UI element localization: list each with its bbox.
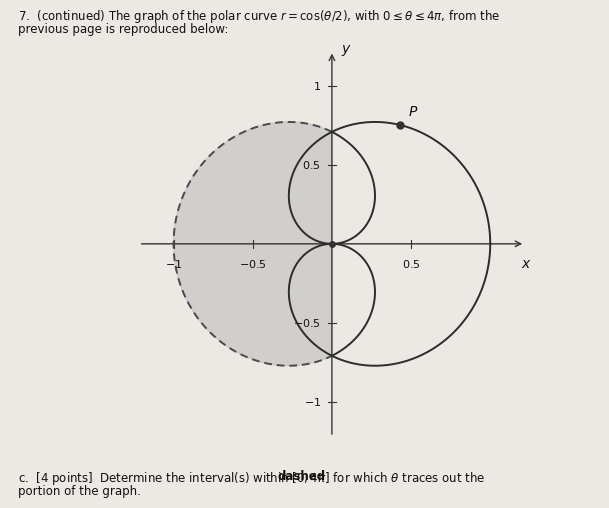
Text: $P$: $P$ — [409, 105, 419, 119]
Text: 7.  (continued) The graph of the polar curve $r = \cos(\theta/2)$, with $0 \leq : 7. (continued) The graph of the polar cu… — [18, 8, 501, 24]
Text: $-1$: $-1$ — [165, 258, 182, 270]
Text: $-1$: $-1$ — [303, 396, 321, 408]
Text: portion of the graph.: portion of the graph. — [18, 485, 141, 498]
Text: c.  [4 points]  Determine the interval(s) within $[0, 4\pi]$ for which $\theta$ : c. [4 points] Determine the interval(s) … — [18, 470, 490, 487]
Text: previous page is reproduced below:: previous page is reproduced below: — [18, 23, 228, 36]
Text: dashed: dashed — [277, 470, 325, 483]
Polygon shape — [174, 122, 332, 366]
Text: $0.5$: $0.5$ — [402, 258, 420, 270]
Text: $-0.5$: $-0.5$ — [239, 258, 267, 270]
Text: $x$: $x$ — [521, 257, 532, 270]
Text: $y$: $y$ — [342, 43, 352, 58]
Text: $-0.5$: $-0.5$ — [293, 317, 321, 329]
Text: $0.5$: $0.5$ — [302, 158, 321, 171]
Text: $1$: $1$ — [313, 79, 321, 91]
